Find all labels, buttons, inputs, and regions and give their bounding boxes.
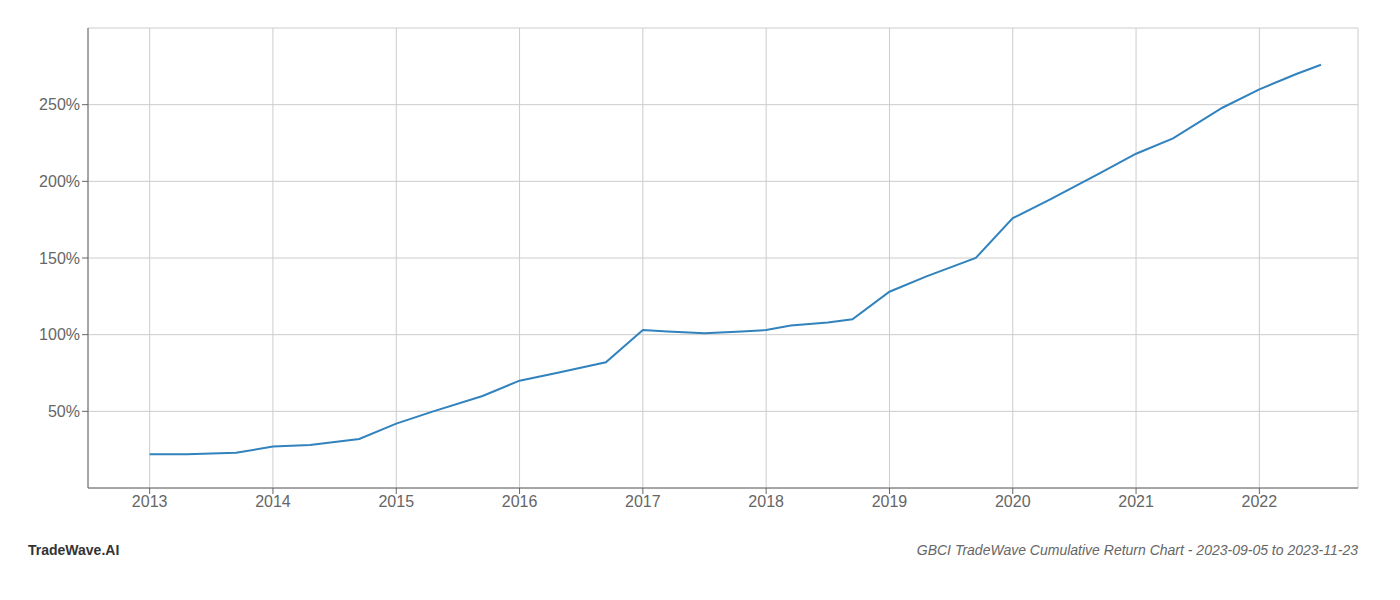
svg-text:2016: 2016 — [502, 493, 538, 510]
svg-text:2022: 2022 — [1242, 493, 1278, 510]
svg-text:50%: 50% — [48, 403, 80, 420]
svg-text:2020: 2020 — [995, 493, 1031, 510]
svg-text:2019: 2019 — [872, 493, 908, 510]
svg-text:2021: 2021 — [1118, 493, 1154, 510]
svg-text:2018: 2018 — [748, 493, 784, 510]
svg-text:2013: 2013 — [132, 493, 168, 510]
svg-text:100%: 100% — [39, 326, 80, 343]
svg-text:250%: 250% — [39, 96, 80, 113]
svg-text:2015: 2015 — [378, 493, 414, 510]
html-text:TradeWave.AI: TradeWave.AI — [28, 542, 120, 558]
svg-text:150%: 150% — [39, 250, 80, 267]
svg-text:2017: 2017 — [625, 493, 661, 510]
html-text:GBCI TradeWave Cumulative Retu: GBCI TradeWave Cumulative Return Chart -… — [916, 542, 1358, 558]
svg-text:2014: 2014 — [255, 493, 291, 510]
svg-text:200%: 200% — [39, 173, 80, 190]
